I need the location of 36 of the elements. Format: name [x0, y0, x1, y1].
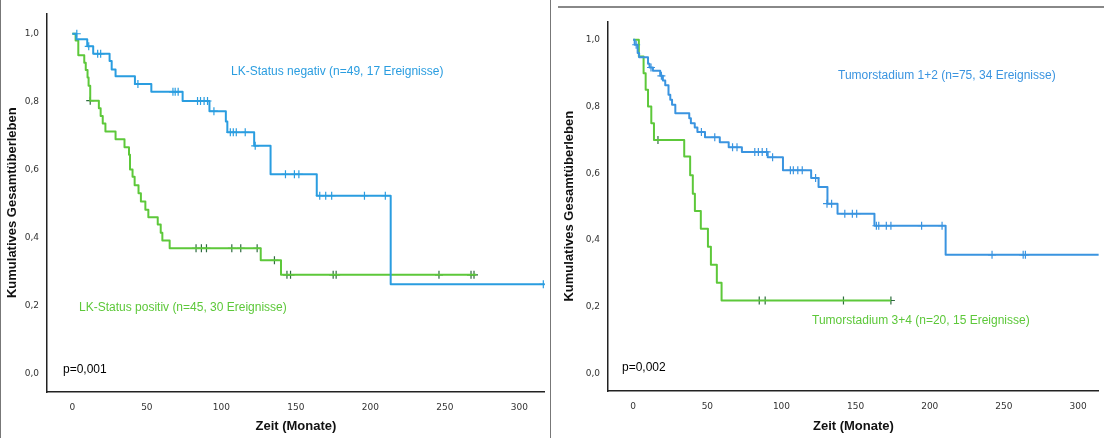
x-tick-label: 200	[921, 400, 939, 411]
text: LK-Status positiv (n=45, 30 Ereignisse)	[79, 300, 287, 315]
annotation: p=0,001	[63, 362, 108, 377]
y-axis-title: Kumulatives Gesamtüberleben	[4, 107, 20, 299]
x-tick-label: 250	[995, 400, 1013, 411]
x-tick-label: 50	[141, 401, 153, 412]
x-axis-title: Zeit (Monate)	[255, 417, 337, 433]
y-axis-title: Kumulatives Gesamtüberleben	[561, 110, 577, 302]
y-tick-label: 1,0	[24, 28, 40, 39]
annotation: p=0,002	[622, 360, 667, 375]
x-tick-label: 300	[1069, 400, 1087, 411]
x-tick-label: 250	[436, 401, 454, 412]
y-tick-label: 0,6	[585, 167, 601, 178]
series-label: Tumorstadium 3+4 (n=20, 15 Ereignisse)	[812, 313, 1030, 328]
y-tick-label: 1,0	[585, 34, 601, 45]
y-tick-label: 0,0	[24, 367, 40, 378]
x-tick-label: 50	[701, 400, 714, 411]
x-tick-label: 300	[510, 401, 529, 412]
y-tick-label: 0,8	[24, 96, 40, 107]
y-tick-label: 0,6	[24, 163, 40, 174]
y-tick-label: 0,2	[585, 301, 600, 312]
x-tick-label: 0	[630, 400, 637, 411]
y-tick-label: 0,4	[24, 231, 40, 242]
x-tick-label: 200	[361, 401, 380, 412]
y-tick-label: 0,0	[585, 367, 601, 378]
y-tick-label: 0,4	[585, 234, 601, 245]
text: Tumorstadium 1+2 (n=75, 34 Ereignisse)	[838, 68, 1056, 83]
text: LK-Status negativ (n=49, 17 Ereignisse)	[231, 64, 444, 79]
y-tick-label: 0,2	[24, 299, 39, 310]
x-tick-label: 150	[287, 401, 305, 412]
y-tick-label: 0,8	[585, 100, 601, 111]
x-axis-title: Zeit (Monate)	[812, 417, 894, 433]
x-tick-label: 100	[212, 401, 231, 412]
x-tick-label: 0	[69, 401, 76, 412]
x-tick-label: 100	[772, 400, 791, 411]
x-tick-label: 150	[847, 400, 865, 411]
